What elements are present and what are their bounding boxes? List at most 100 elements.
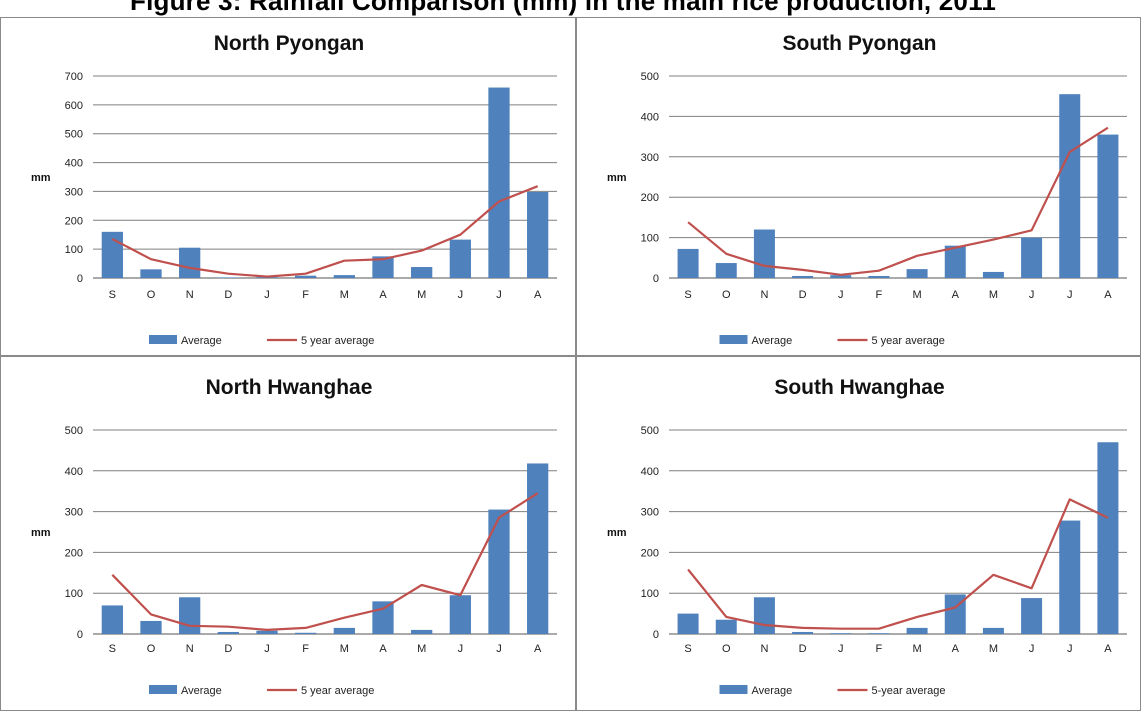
x-tick-label: F xyxy=(302,289,309,301)
x-tick-label: O xyxy=(722,643,731,655)
line-5-year-average xyxy=(111,185,539,278)
legend: Average 5 year average xyxy=(149,335,374,347)
x-tick-label: F xyxy=(876,643,883,655)
chart-title: South Hwanghae xyxy=(774,376,944,399)
x-tick-label: N xyxy=(760,643,768,655)
bar-average-7 xyxy=(906,627,928,634)
figure-header-strip: Figure 3: Rainfall Comparison (mm) in th… xyxy=(0,0,1141,18)
x-tick-label: S xyxy=(109,289,116,301)
bar-average-3 xyxy=(179,597,201,634)
x-tick-label: D xyxy=(799,643,807,655)
legend-swatch-average xyxy=(149,685,177,694)
x-tick-label: S xyxy=(109,643,116,655)
bar-average-2 xyxy=(715,263,737,278)
x-tick-label: A xyxy=(952,643,960,655)
bar-average-10 xyxy=(449,595,471,634)
x-tick-label: J xyxy=(1067,289,1073,301)
legend-swatch-average xyxy=(149,335,177,344)
x-tick-label: D xyxy=(224,643,232,655)
chart-svg-north-hwanghae: North Hwanghae 0 100 200 300 400 500 mm S O N D J F M A… xyxy=(31,376,557,697)
y-tick-label: 500 xyxy=(641,71,659,83)
x-tick-label: M xyxy=(340,643,349,655)
bar-average-10 xyxy=(1021,237,1043,278)
x-tick-label: F xyxy=(302,643,309,655)
bar-average-7 xyxy=(333,627,355,634)
y-tick-label: 200 xyxy=(641,192,659,204)
bar-average-12 xyxy=(527,192,549,278)
y-tick-label: 200 xyxy=(641,547,659,559)
x-tick-label: O xyxy=(147,643,156,655)
x-tick-label: A xyxy=(952,289,960,301)
y-tick-label: 300 xyxy=(65,507,83,519)
y-tick-label: 600 xyxy=(65,100,83,112)
x-tick-label: M xyxy=(912,643,921,655)
bar-average-8 xyxy=(944,245,966,278)
chart-title: North Hwanghae xyxy=(206,376,373,399)
y-axis-label: mm xyxy=(607,527,627,539)
legend: Average 5 year average xyxy=(719,335,945,347)
legend-label-average: Average xyxy=(181,685,222,697)
bar-average-2 xyxy=(140,269,162,278)
x-tick-label: M xyxy=(340,289,349,301)
bar-average-7 xyxy=(333,275,355,278)
x-tick-label: A xyxy=(1104,289,1112,301)
y-tick-label: 100 xyxy=(641,233,659,245)
x-tick-label: D xyxy=(799,289,807,301)
bar-average-2 xyxy=(140,620,162,634)
bar-average-8 xyxy=(372,601,394,634)
x-tick-label: F xyxy=(876,289,883,301)
x-tick-label: S xyxy=(684,643,691,655)
legend-label-average: Average xyxy=(181,335,222,347)
x-tick-label: A xyxy=(534,643,542,655)
x-tick-label: A xyxy=(534,289,542,301)
x-tick-label: M xyxy=(989,289,998,301)
x-tick-label: A xyxy=(1104,643,1112,655)
y-tick-label: 0 xyxy=(653,629,659,641)
bar-average-1 xyxy=(101,605,123,634)
bar-average-6 xyxy=(868,275,890,278)
bar-average-11 xyxy=(488,87,510,279)
legend-swatch-average xyxy=(719,685,748,694)
y-tick-label: 0 xyxy=(653,273,659,285)
chart-panel-north-hwanghae: North Hwanghae 0 100 200 300 400 500 mm S O N D J F M A… xyxy=(0,356,576,711)
y-tick-label: 700 xyxy=(65,71,83,83)
bar-average-11 xyxy=(1059,94,1081,279)
bar-average-4 xyxy=(217,631,239,634)
bar-average-4 xyxy=(217,277,239,278)
x-tick-label: N xyxy=(186,643,194,655)
bar-average-8 xyxy=(372,256,394,278)
x-tick-label: J xyxy=(496,643,502,655)
x-tick-label: M xyxy=(417,643,426,655)
y-tick-label: 100 xyxy=(65,588,83,600)
bar-average-9 xyxy=(411,629,433,634)
legend-label-5-year-average: 5 year average xyxy=(301,685,374,697)
y-axis-label: mm xyxy=(607,172,627,184)
chart-title: South Pyongan xyxy=(783,32,937,55)
y-tick-label: 300 xyxy=(65,186,83,198)
bar-average-4 xyxy=(792,275,814,278)
y-tick-label: 400 xyxy=(65,466,83,478)
bar-average-4 xyxy=(792,631,814,634)
y-tick-label: 500 xyxy=(641,425,659,437)
chart-svg-south-pyongan: South Pyongan 0 100 200 300 400 500 mm S O N D J F M A M… xyxy=(607,32,1127,347)
legend-label-5-year-average: 5 year average xyxy=(872,335,945,347)
y-tick-label: 200 xyxy=(65,215,83,227)
y-tick-label: 0 xyxy=(77,273,83,285)
figure-header-text: Figure 3: Rainfall Comparison (mm) in th… xyxy=(130,0,996,16)
y-tick-label: 500 xyxy=(65,129,83,141)
x-tick-label: N xyxy=(760,289,768,301)
bar-average-9 xyxy=(982,627,1004,634)
x-tick-label: J xyxy=(1029,643,1035,655)
x-tick-label: N xyxy=(186,289,194,301)
bar-average-5 xyxy=(256,630,278,634)
y-tick-label: 300 xyxy=(641,507,659,519)
x-tick-label: J xyxy=(458,289,464,301)
bar-average-1 xyxy=(677,248,699,278)
bar-average-11 xyxy=(1059,520,1081,634)
bar-average-5 xyxy=(830,633,852,634)
bar-average-6 xyxy=(295,632,317,634)
y-tick-label: 400 xyxy=(641,466,659,478)
bar-average-3 xyxy=(753,229,775,278)
x-tick-label: J xyxy=(1067,643,1073,655)
x-tick-label: J xyxy=(264,289,270,301)
